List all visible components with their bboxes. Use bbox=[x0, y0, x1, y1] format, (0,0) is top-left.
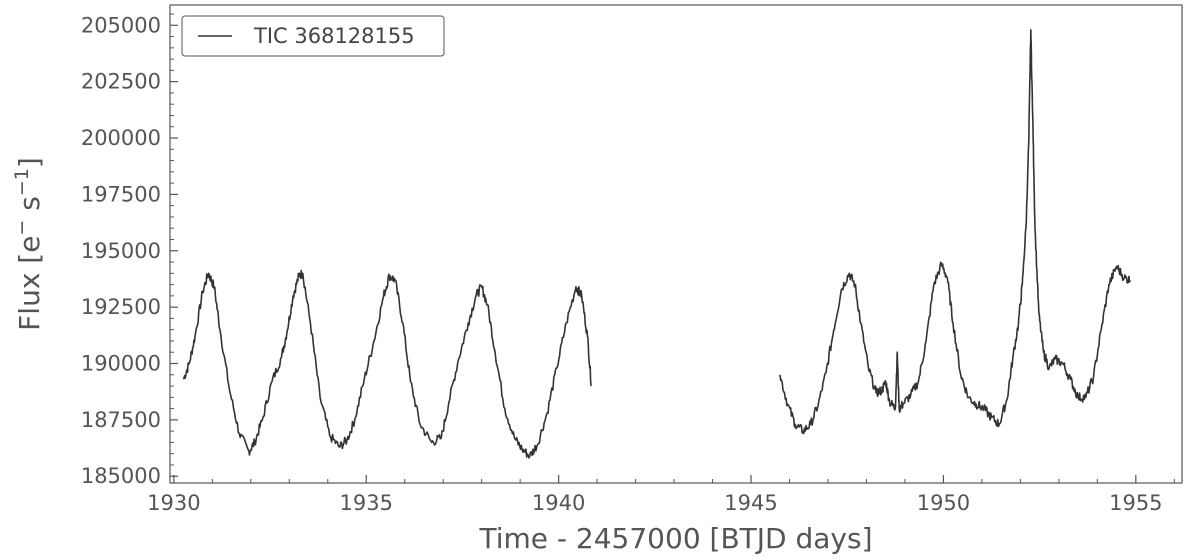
y-axis-title-base: Flux [e bbox=[13, 236, 46, 331]
y-tick-label: 187500 bbox=[81, 408, 161, 432]
y-tick-label: 200000 bbox=[81, 126, 161, 150]
x-tick-label: 1955 bbox=[1109, 491, 1162, 515]
legend-box bbox=[181, 15, 445, 57]
y-tick-label: 205000 bbox=[81, 13, 161, 37]
plot-area bbox=[169, 4, 1183, 484]
y-tick-label: 195000 bbox=[81, 239, 161, 263]
y-axis-title-sup2: −1 bbox=[11, 168, 33, 196]
y-tick-label: 190000 bbox=[81, 352, 161, 376]
legend: TIC 368128155 bbox=[181, 15, 445, 57]
x-tick-label: 1945 bbox=[724, 491, 777, 515]
y-tick-label: 202500 bbox=[81, 70, 161, 94]
x-tick-label: 1935 bbox=[340, 491, 393, 515]
x-tick-label: 1930 bbox=[147, 491, 200, 515]
series-line-segment-2 bbox=[779, 29, 1131, 435]
y-tick-label: 192500 bbox=[81, 295, 161, 319]
x-tick-label: 1950 bbox=[917, 491, 970, 515]
x-axis-title: Time - 2457000 [BTJD days] bbox=[479, 522, 873, 555]
series-layer bbox=[182, 29, 1131, 459]
x-axis-ticks: 1930 1935 1940 1945 1950 1955 bbox=[147, 475, 1175, 515]
y-axis-title: Flux [e− s−1] bbox=[11, 157, 46, 331]
y-axis-ticks: 185000 187500 190000 192500 195000 197500 2000… bbox=[81, 13, 178, 488]
y-tick-label: 185000 bbox=[81, 464, 161, 488]
x-tick-label: 1940 bbox=[532, 491, 585, 515]
y-axis-title-sup1: − bbox=[11, 220, 33, 236]
y-axis-title-end: ] bbox=[13, 157, 46, 168]
y-axis-title-mid: s bbox=[13, 196, 46, 220]
legend-entry-label: TIC 368128155 bbox=[253, 24, 415, 48]
y-tick-label: 197500 bbox=[81, 182, 161, 206]
series-line-segment-1 bbox=[182, 269, 592, 459]
